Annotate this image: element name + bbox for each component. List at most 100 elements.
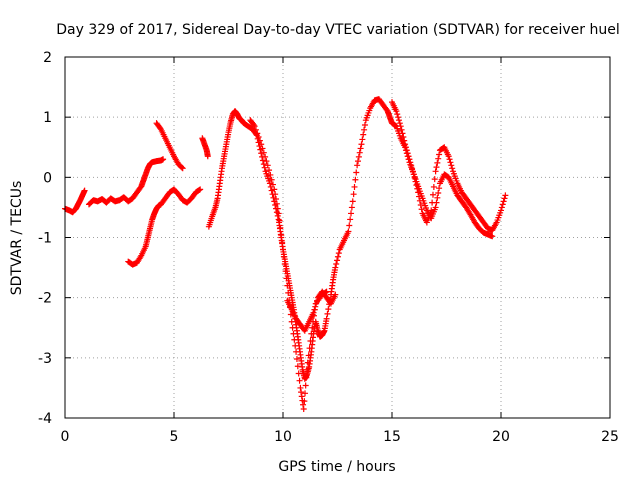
data-point	[302, 390, 309, 397]
x-tick-label: 5	[170, 429, 179, 445]
data-point	[324, 310, 331, 317]
data-point	[295, 370, 302, 377]
x-axis-tick-labels: 0 5 10 15 20 25	[61, 429, 619, 445]
data-point	[323, 315, 330, 322]
x-tick-label: 10	[274, 429, 292, 445]
data-point	[302, 382, 309, 389]
data-point	[197, 186, 204, 193]
data-point	[308, 330, 315, 337]
data-point	[433, 164, 440, 171]
data-point	[275, 210, 282, 217]
data-point	[274, 205, 281, 212]
data-point	[350, 191, 357, 198]
data-point	[260, 161, 267, 168]
data-point	[335, 250, 342, 257]
data-point	[263, 158, 270, 165]
data-point	[348, 204, 355, 211]
data-point	[157, 124, 164, 131]
data-point	[354, 162, 361, 169]
data-point	[436, 151, 443, 158]
data-point	[292, 342, 299, 349]
data-point	[273, 200, 280, 207]
data-point	[399, 130, 406, 137]
data-point	[356, 149, 363, 156]
data-point	[353, 169, 360, 176]
data-point	[332, 291, 339, 298]
data-point	[254, 130, 261, 137]
data-point	[431, 176, 438, 183]
data-point	[499, 201, 506, 208]
data-point	[279, 239, 286, 246]
data-point	[354, 158, 361, 165]
data-point	[290, 330, 297, 337]
data-point	[276, 217, 283, 224]
data-point	[304, 359, 311, 366]
data-point	[300, 405, 307, 412]
data-point	[400, 134, 407, 141]
data-point	[489, 233, 496, 240]
data-point	[435, 155, 442, 162]
data-point	[260, 149, 267, 156]
data-point	[284, 282, 291, 289]
data-point	[280, 246, 286, 253]
data-point	[160, 156, 167, 163]
data-point	[252, 126, 259, 133]
data-point	[334, 253, 341, 260]
data-point	[305, 352, 312, 359]
x-tick-label: 0	[61, 429, 70, 445]
y-tick-label: 2	[43, 50, 52, 66]
x-tick-label: 15	[383, 429, 401, 445]
data-point	[401, 137, 408, 144]
data-point	[449, 165, 456, 172]
data-point	[294, 363, 301, 370]
data-point	[501, 195, 508, 202]
data-point	[273, 195, 280, 202]
data-point	[259, 145, 266, 152]
data-point	[178, 164, 185, 171]
data-point	[361, 126, 368, 133]
data-point	[288, 318, 295, 325]
x-tick-label: 20	[492, 429, 510, 445]
data-point	[393, 108, 400, 115]
data-point	[303, 366, 310, 373]
y-tick-label: -2	[38, 291, 52, 307]
data-point	[312, 303, 319, 310]
y-axis-tick-labels: -4 -3 -2 -1 0 1 2	[38, 50, 52, 427]
data-point	[402, 141, 409, 148]
data-point	[283, 275, 290, 282]
data-point	[313, 300, 320, 307]
data-point	[447, 159, 454, 166]
data-point	[314, 297, 321, 304]
data-point	[409, 165, 416, 172]
data-point	[285, 289, 292, 296]
data-point	[432, 204, 439, 211]
data-point	[266, 180, 273, 187]
data-point	[403, 147, 410, 154]
data-point	[405, 153, 412, 160]
data-point	[402, 144, 409, 151]
data-point	[359, 136, 366, 143]
data-point	[432, 168, 439, 175]
data-point	[446, 156, 453, 163]
data-point	[287, 311, 294, 318]
data-point	[267, 171, 274, 178]
data-point	[445, 153, 452, 160]
data-point	[306, 345, 313, 352]
data-point	[293, 356, 300, 363]
data-point	[398, 126, 405, 133]
data-point	[396, 120, 403, 127]
data-point	[333, 260, 340, 267]
data-point	[289, 324, 296, 331]
data-point	[250, 121, 257, 128]
chart-title: Day 329 of 2017, Sidereal Day-to-day VTE…	[56, 22, 619, 38]
data-point	[258, 141, 265, 148]
data-point	[351, 183, 358, 190]
data-point	[357, 145, 364, 152]
y-tick-label: -4	[38, 411, 52, 427]
data-point	[348, 210, 355, 217]
data-point	[361, 121, 368, 128]
data-point	[281, 260, 288, 267]
data-point	[346, 222, 353, 229]
data-point	[345, 228, 352, 235]
